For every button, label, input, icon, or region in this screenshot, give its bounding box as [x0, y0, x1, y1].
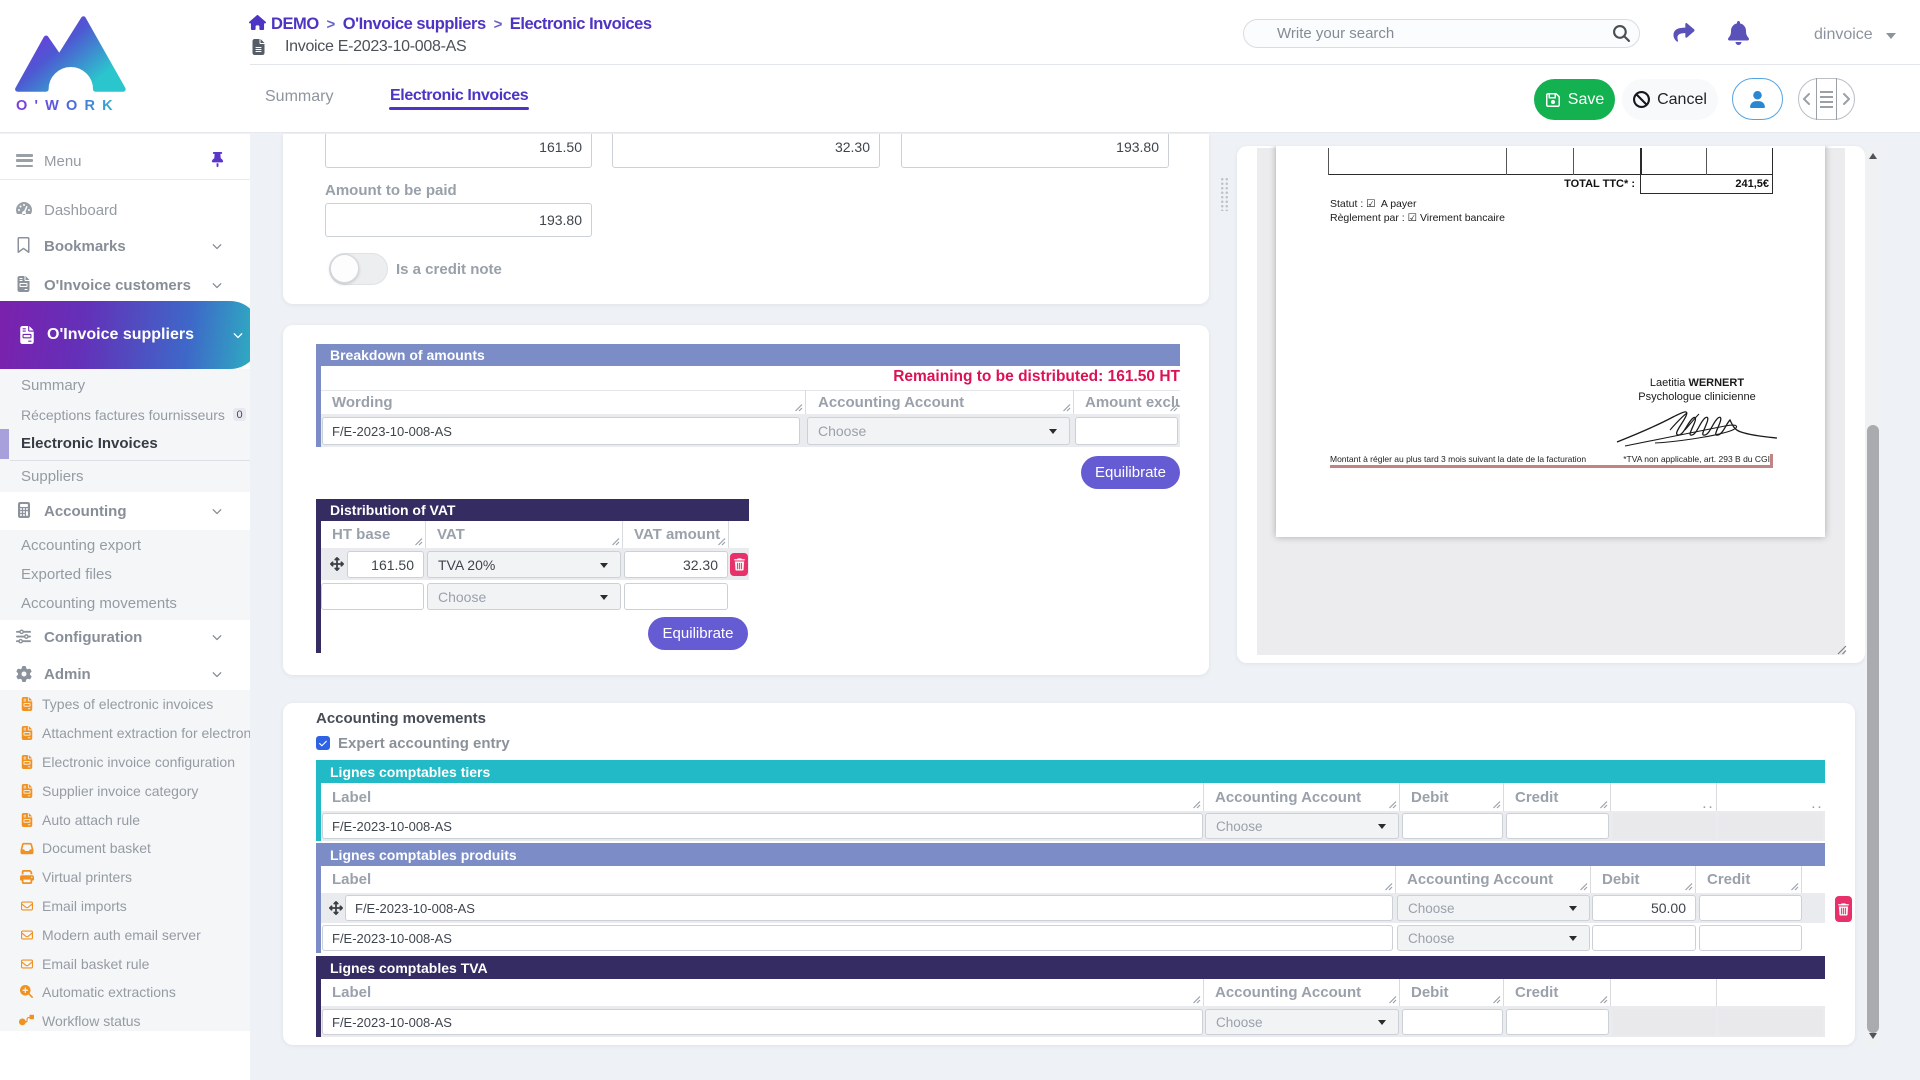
- svg-text:O'WORK: O'WORK: [16, 98, 120, 114]
